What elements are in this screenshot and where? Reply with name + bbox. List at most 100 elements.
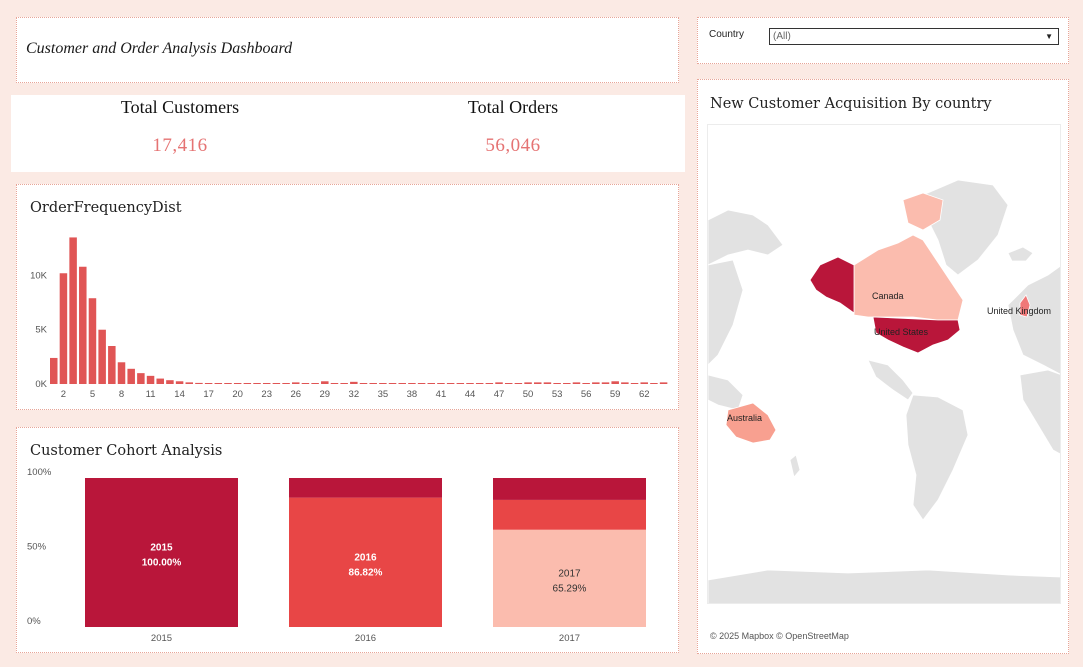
freq-bar[interactable] [659,382,668,384]
freq-bar[interactable] [253,383,261,384]
freq-x-tick: 62 [639,389,650,400]
freq-bar[interactable] [359,383,368,384]
freq-bar[interactable] [427,383,436,384]
freq-bar[interactable] [417,383,426,384]
freq-bar[interactable] [495,382,503,384]
freq-bar[interactable] [195,382,203,384]
freq-bar[interactable] [514,383,523,384]
freq-bar[interactable] [524,382,532,384]
freq-x-tick: 8 [119,389,124,400]
freq-bar[interactable] [98,329,106,384]
freq-bar[interactable] [262,383,271,384]
freq-bar[interactable] [282,383,290,384]
freq-bar[interactable] [388,383,397,384]
freq-bar[interactable] [233,383,242,384]
freq-bar[interactable] [340,383,348,384]
freq-bar[interactable] [272,383,281,384]
freq-x-tick: 14 [174,389,185,400]
cohort-segment[interactable] [85,478,238,627]
freq-bar[interactable] [59,273,68,384]
freq-bar[interactable] [563,383,571,384]
freq-x-tick: 5 [90,389,95,400]
africa-shape[interactable] [1019,369,1061,455]
freq-x-tick: 50 [523,389,534,400]
freq-bar[interactable] [108,346,116,384]
cohort-segment[interactable] [493,478,646,500]
new-zealand-shape[interactable] [789,454,801,478]
united-kingdom-shape[interactable] [1019,294,1031,318]
europe-shape[interactable] [1007,265,1061,375]
arctic-islands-shape[interactable] [902,192,944,231]
freq-bar[interactable] [534,382,542,384]
cohort-segment[interactable] [289,497,442,627]
central-america-shape[interactable] [867,359,914,401]
freq-bar[interactable] [50,357,58,384]
order-frequency-chart[interactable]: 0K 5K 10K 2 5 8 11 14 17 20 23 26 29 32 35 38 41 44 47 50 53… [17,185,678,409]
freq-bar[interactable] [504,383,513,384]
freq-bar[interactable] [640,382,648,384]
iceland-shape[interactable] [1007,246,1034,262]
cohort-segment[interactable] [493,529,646,627]
freq-bar[interactable] [601,382,610,384]
freq-bar[interactable] [650,383,658,384]
freq-bar[interactable] [166,380,174,384]
freq-bar[interactable] [475,383,484,384]
freq-x-tick: 11 [146,389,156,400]
cohort-chart[interactable]: 0% 50% 100% 2015 100.00% 2015 2016 86.82% 2016 20… [17,428,678,652]
country-select[interactable]: (All) ▼ [769,28,1059,45]
freq-bar[interactable] [204,383,213,384]
freq-bar[interactable] [466,383,474,384]
russia-east-shape[interactable] [708,209,784,266]
world-map[interactable]: Canada United States United Kingdom Aust… [707,124,1061,604]
freq-bar[interactable] [398,383,406,384]
freq-bar[interactable] [330,383,339,384]
freq-bar[interactable] [572,382,581,384]
freq-bar[interactable] [630,383,639,384]
antarctica-shape[interactable] [708,569,1061,604]
freq-bar[interactable] [456,383,465,384]
cohort-segment[interactable] [493,499,646,530]
united-states-shape[interactable] [872,316,961,354]
freq-bar[interactable] [321,381,329,384]
freq-bar[interactable] [582,383,590,384]
freq-bar[interactable] [621,382,629,384]
freq-bar[interactable] [592,382,600,384]
freq-bar[interactable] [88,298,97,384]
freq-bar[interactable] [137,373,145,384]
freq-bar[interactable] [311,383,319,384]
freq-bar[interactable] [553,383,561,384]
southeast-asia-shape[interactable] [708,374,744,411]
greenland-shape[interactable] [922,179,1009,276]
kpi-total-customers-label: Total Customers [120,97,240,117]
freq-bar[interactable] [117,362,126,384]
freq-bar[interactable] [408,383,416,384]
freq-bar[interactable] [79,266,87,384]
freq-bar[interactable] [156,378,164,384]
alaska-shape[interactable] [809,256,855,314]
freq-bar[interactable] [301,383,310,384]
australia-shape[interactable] [725,402,777,444]
freq-bar[interactable] [214,383,223,384]
freq-bar[interactable] [146,375,155,384]
freq-bar[interactable] [224,383,232,384]
cohort-x-tick: 2017 [559,633,580,644]
freq-bar[interactable] [185,382,194,384]
south-america-shape[interactable] [905,394,969,521]
freq-bar[interactable] [127,368,135,384]
freq-bar[interactable] [379,383,387,384]
chevron-down-icon[interactable]: ▼ [1045,32,1053,41]
freq-bar[interactable] [292,382,300,384]
map-label-united-states: United States [874,327,929,337]
cohort-segment[interactable] [289,478,442,498]
freq-bar[interactable] [369,383,377,384]
freq-bar[interactable] [611,381,619,384]
asia-shape[interactable] [708,259,744,366]
freq-bar[interactable] [437,383,445,384]
freq-bar[interactable] [350,381,358,384]
freq-bar[interactable] [543,382,552,384]
freq-bar[interactable] [485,383,494,384]
freq-bar[interactable] [446,383,455,384]
freq-bar[interactable] [243,383,252,384]
freq-bar[interactable] [69,237,77,384]
freq-bar[interactable] [175,381,184,384]
